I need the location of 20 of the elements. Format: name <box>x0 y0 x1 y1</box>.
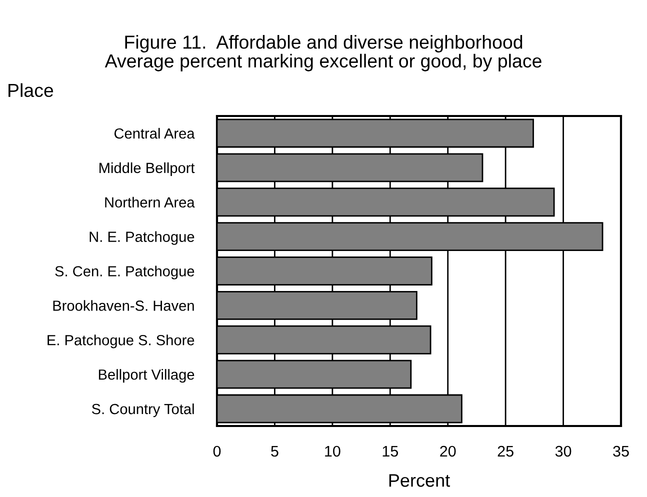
x-tick-label: 0 <box>213 446 221 457</box>
y-tick-label: Middle Bellport <box>100 162 195 176</box>
y-tick-label: Northern Area <box>105 196 195 208</box>
chart-title: Figure 11. Affordable and diverse neighborhood Average percent marking excellent or good, by place <box>104 35 542 72</box>
y-tick-label: Brookhaven-S. Haven <box>53 300 194 311</box>
x-tick-label: 30 <box>555 446 572 457</box>
y-tick-label: Bellport Village <box>98 369 194 383</box>
y-tick-label: S. Cen. E. Patchogue <box>55 266 194 280</box>
y-tick-label: N. E. Patchogue <box>90 231 194 245</box>
y-tick-label: S. Country Total <box>92 403 194 418</box>
x-tick-label: 10 <box>325 446 340 457</box>
y-axis-title: Place <box>8 83 54 98</box>
x-axis-title: Percent <box>389 474 450 487</box>
y-tick-label: E. Patchogue S. Shore <box>48 334 194 348</box>
x-tick-label: 25 <box>498 446 514 457</box>
x-tick-label: 5 <box>271 446 278 457</box>
x-tick-label: 35 <box>613 446 629 457</box>
x-tick-label: 20 <box>440 446 456 457</box>
y-tick-label: Central Area <box>114 128 195 139</box>
x-tick-label: 15 <box>382 446 398 457</box>
